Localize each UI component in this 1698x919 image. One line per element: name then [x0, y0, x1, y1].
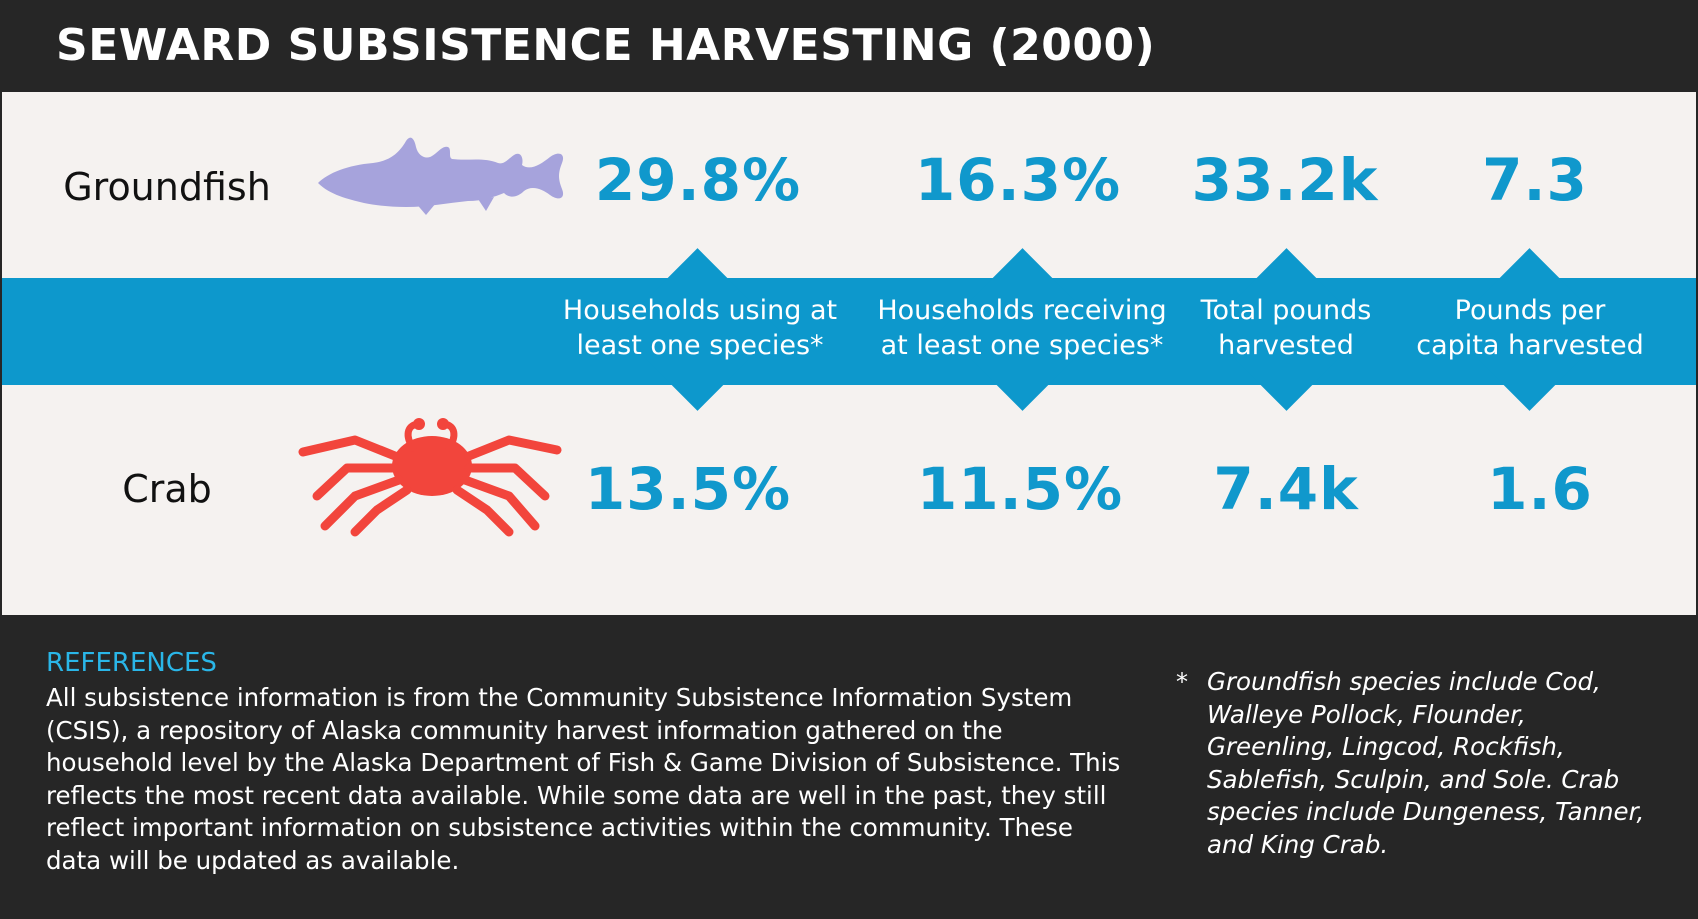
crab-icon — [298, 418, 562, 537]
stat-groundfish-pounds-per-capita: 7.3 — [1482, 146, 1588, 214]
metric-label-total-pounds: Total pounds harvested — [1200, 295, 1372, 361]
footnote-text: Groundfish species include Cod, Walleye … — [1207, 667, 1645, 859]
metric-label-households-using: Households using at least one species* — [562, 295, 838, 361]
row-label-groundfish: Groundfish — [63, 165, 271, 209]
stat-crab-households-using: 13.5% — [584, 455, 792, 523]
footnote-marker: * — [1176, 668, 1188, 696]
stat-crab-households-receiving: 11.5% — [916, 455, 1124, 523]
stat-groundfish-households-receiving: 16.3% — [914, 146, 1122, 214]
stat-groundfish-total-pounds: 33.2k — [1191, 146, 1379, 214]
metric-label-households-receiving: Households receiving at least one species… — [877, 295, 1167, 361]
stat-groundfish-households-using: 29.8% — [594, 146, 802, 214]
stat-crab-pounds-per-capita: 1.6 — [1487, 455, 1593, 523]
stat-crab-total-pounds: 7.4k — [1213, 455, 1359, 523]
metric-label-band — [2, 278, 1696, 385]
metric-label-pounds-per-capita: Pounds per capita harvested — [1416, 295, 1644, 361]
references-heading: REFERENCES — [46, 648, 217, 678]
page-title: SEWARD SUBSISTENCE HARVESTING (2000) — [56, 20, 1156, 71]
references-text: All subsistence information is from the … — [46, 683, 1121, 875]
row-label-crab: Crab — [122, 467, 212, 511]
fish-icon — [318, 137, 564, 215]
